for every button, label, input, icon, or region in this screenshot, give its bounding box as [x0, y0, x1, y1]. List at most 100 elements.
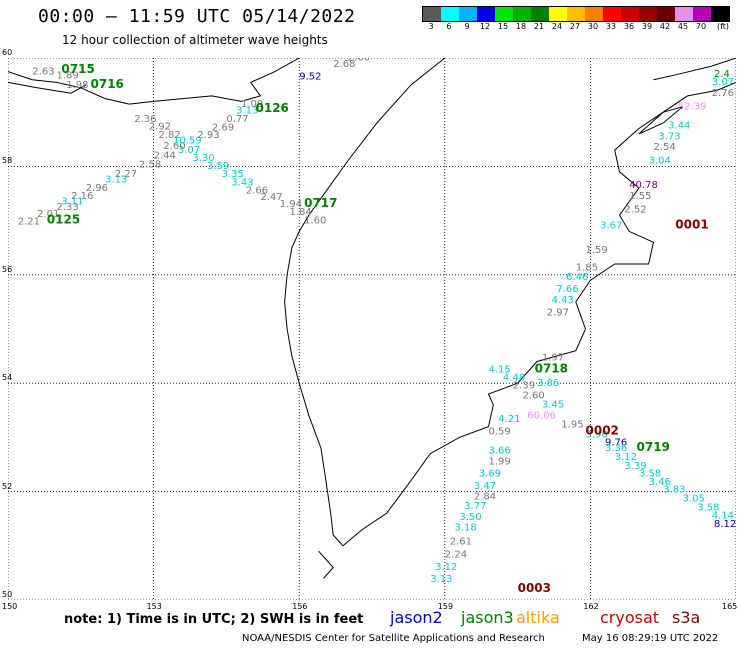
legend-swatch	[567, 7, 585, 21]
legend-label: 18	[515, 22, 527, 31]
latitude-label: 52	[2, 481, 13, 491]
lat-lon-grid	[8, 58, 736, 600]
wave-height-reading: 9.52	[299, 72, 321, 83]
pass-number-label: 0125	[47, 212, 80, 226]
mission-name-s3a: s3a	[672, 608, 701, 627]
wave-height-reading: 0.59	[489, 427, 511, 438]
wave-height-reading: 4.14	[712, 511, 734, 522]
longitude-label: 159	[437, 602, 454, 611]
wave-height-reading: 3.07	[712, 77, 734, 88]
wave-height-reading: 8.12	[714, 519, 736, 530]
legend-swatch	[441, 7, 459, 21]
wave-height-reading: 3.58	[639, 468, 661, 479]
wave-height-reading: 10.59	[173, 136, 202, 147]
wave-height-reading: 1.94	[280, 199, 302, 210]
coastline-segment	[653, 58, 736, 81]
wave-height-reading: 4.43	[552, 295, 574, 306]
wave-height-reading: 2.47	[260, 192, 282, 203]
wave-height-reading: 1.97	[542, 352, 564, 363]
wave-height-reading: 2.92	[149, 122, 171, 133]
wave-height-reading: 2.36	[134, 114, 156, 125]
wave-height-reading: 2.27	[115, 169, 137, 180]
wave-height-reading: 3.86	[537, 378, 559, 389]
wave-height-reading: 2.96	[86, 183, 108, 194]
wave-height-reading: 1.99	[489, 457, 511, 468]
legend-label: 12	[479, 22, 491, 31]
wave-height-reading: 2.52	[624, 205, 646, 216]
wave-height-reading: 60.06	[527, 410, 556, 421]
wave-height-reading: 3.39	[624, 461, 646, 472]
wave-height-reading: 3.58	[697, 503, 719, 514]
wave-height-reading: 3.11	[61, 196, 83, 207]
wave-height-reading: 2.16	[71, 191, 93, 202]
wave-height-reading: 3.13	[430, 574, 452, 585]
map-title: 00:00 – 11:59 UTC 05/14/2022	[38, 6, 356, 27]
wave-height-reading: 2.63	[32, 66, 54, 77]
mission-name-altika: altika	[516, 608, 560, 627]
latitude-label: 56	[2, 264, 13, 274]
wave-height-reading: 3.69	[479, 468, 501, 479]
legend-swatch	[657, 7, 675, 21]
wave-height-reading: 2.84	[474, 492, 496, 503]
legend-label: 42	[659, 22, 671, 31]
wave-height-reading: 3.12	[615, 452, 637, 463]
legend-swatch	[711, 7, 729, 21]
legend-label: 70	[695, 22, 707, 31]
wave-height-reading: 3.44	[668, 121, 690, 132]
wave-height-reading: 3.05	[683, 493, 705, 504]
wave-height-reading: 2.76	[712, 88, 734, 99]
coastline-segment	[284, 58, 736, 547]
wave-height-reading: 3.35	[222, 169, 244, 180]
wave-height-reading: 1.60	[304, 215, 326, 226]
legend-label: 9	[464, 22, 470, 31]
wave-height-reading: 9.76	[605, 438, 627, 449]
legend-label: 45	[677, 22, 689, 31]
pass-number-label: 0719	[637, 440, 670, 454]
legend-label: (ft)	[716, 22, 730, 31]
wave-height-reading: 2.39	[513, 381, 535, 392]
footer-timestamp: May 16 08:29:19 UTC 2022	[582, 633, 719, 644]
wave-height-legend-labels: 3 6 9 12 15 18 21 24 27 30 33 36 39 42 45 70 (ft)	[422, 22, 732, 34]
wave-height-reading: 2.21	[18, 216, 40, 227]
wave-height-reading: 3.04	[649, 156, 671, 167]
wave-height-reading: 1.59	[586, 245, 608, 256]
coastline-segment	[638, 106, 683, 135]
legend-swatch	[603, 7, 621, 21]
legend-swatch	[693, 7, 711, 21]
wave-height-reading: 1.95	[561, 420, 583, 431]
coastline	[8, 58, 736, 579]
pass-number-label: 0717	[304, 196, 337, 210]
wave-height-reading: 3.43	[231, 177, 253, 188]
legend-swatch	[459, 7, 477, 21]
wave-height-reading: 2.54	[654, 142, 676, 153]
legend-swatch	[675, 7, 693, 21]
legend-swatch	[549, 7, 567, 21]
wave-height-reading: 7.66	[556, 284, 578, 295]
wave-height-reading: 2.69	[212, 123, 234, 134]
wave-height-reading: 3.77	[464, 501, 486, 512]
wave-height-reading: 2.44	[154, 150, 176, 161]
wave-height-reading: 2.93	[197, 130, 219, 141]
wave-height-readings: 2.63 1.891.982.362.922.822.602.442.582.27…	[18, 58, 736, 585]
wave-height-reading: 2.66	[246, 186, 268, 197]
wave-height-reading: 4.15	[489, 364, 511, 375]
legend-label: 36	[623, 22, 635, 31]
longitude-label: 156	[292, 602, 308, 611]
wave-height-reading: 40.78	[629, 180, 658, 191]
legend-label: 24	[551, 22, 563, 31]
wave-height-reading: 2.01	[37, 209, 59, 220]
wave-height-reading: 2.60	[523, 390, 545, 401]
longitude-label: 165	[722, 602, 738, 611]
wave-height-reading: 2.33	[57, 202, 79, 213]
legend-swatch	[513, 7, 531, 21]
mission-name-jason2: jason2	[390, 608, 443, 627]
wave-height-reading: 3.46	[649, 477, 671, 488]
pass-number-label: 0003	[518, 581, 551, 595]
longitude-label: 150	[2, 602, 18, 611]
wave-height-reading: 1.84	[290, 207, 312, 218]
units-note: note: 1) Time is in UTC; 2) SWH is in fe…	[64, 612, 364, 627]
wave-height-reading: 2.82	[159, 130, 181, 141]
wave-height-reading: 3.12	[435, 562, 457, 573]
wave-height-reading: 1.85	[576, 263, 598, 274]
